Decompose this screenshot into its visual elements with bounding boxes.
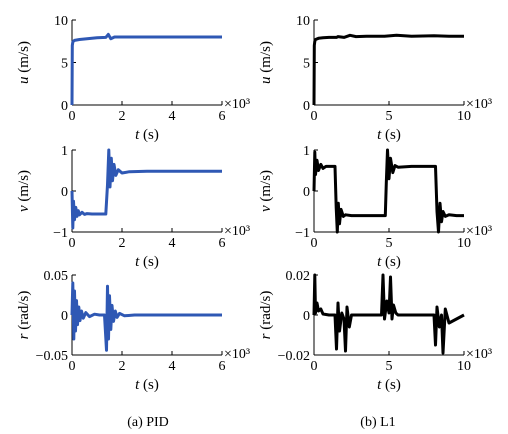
series-line (312, 273, 465, 355)
y-tick-label: −0.05 (36, 349, 68, 364)
x-multiplier-label: ×10³ (224, 347, 250, 362)
y-axis-unit: (m/s) (258, 41, 274, 76)
x-tick-label: 6 (219, 109, 226, 124)
y-axis-unit: (m/s) (16, 41, 32, 76)
y-tick-label: −1 (53, 226, 68, 241)
x-axis-label: t (s) (377, 377, 401, 393)
y-axis-unit: (rad/s) (258, 291, 274, 334)
x-axis-var: t (135, 254, 140, 270)
y-tick-label: 0 (61, 99, 68, 114)
y-axis-label: r (rad/s) (258, 291, 274, 340)
y-axis-label: v (m/s) (258, 170, 274, 212)
series-line (312, 148, 464, 234)
x-tick-label: 0 (311, 236, 318, 251)
x-axis-unit: (s) (139, 377, 159, 393)
x-tick-label: 0 (69, 359, 76, 374)
x-tick-label: 0 (311, 109, 318, 124)
x-multiplier-label: ×10³ (466, 97, 492, 112)
x-tick-label: 2 (119, 236, 126, 251)
x-tick-label: 5 (386, 359, 393, 374)
series-line (70, 32, 222, 106)
y-axis-var: u (258, 76, 274, 84)
x-axis-unit: (s) (139, 127, 159, 143)
x-multiplier-label: ×10³ (466, 347, 492, 362)
caption-left: (a) PID (127, 415, 169, 430)
y-axis-label: v (m/s) (16, 170, 32, 212)
x-axis-label: t (s) (135, 127, 159, 143)
x-axis-label: t (s) (377, 127, 401, 143)
y-axis-unit: (m/s) (16, 170, 32, 205)
y-axis-unit: (m/s) (258, 170, 274, 205)
y-tick-label: 10 (296, 14, 310, 29)
x-tick-label: 10 (457, 236, 471, 251)
x-tick-label: 4 (169, 359, 176, 374)
x-tick-label: 6 (219, 236, 226, 251)
y-tick-label: 0 (61, 309, 68, 324)
series-line (70, 281, 222, 352)
y-axis-var: u (16, 76, 32, 84)
x-tick-label: 2 (119, 359, 126, 374)
x-tick-label: 0 (311, 359, 318, 374)
y-tick-label: 0 (61, 185, 68, 200)
x-axis-label: t (s) (135, 254, 159, 270)
y-tick-label: −0.02 (278, 349, 310, 364)
y-axis-var: r (258, 333, 274, 339)
y-tick-label: 0.02 (286, 269, 311, 284)
y-axis-label: u (m/s) (258, 41, 274, 84)
y-axis-var: v (16, 205, 32, 212)
y-tick-label: 10 (54, 14, 68, 29)
x-axis-unit: (s) (139, 254, 159, 270)
y-tick-label: 0 (303, 99, 310, 114)
y-axis-var: v (258, 205, 274, 212)
x-tick-label: 10 (457, 109, 471, 124)
panel-pid-u: 0 2 4 6 0 5 10 ×10³ t (s) u (m/s) (16, 14, 250, 143)
x-axis-unit: (s) (381, 127, 401, 143)
y-tick-label: 1 (61, 144, 68, 159)
x-tick-label: 5 (386, 109, 393, 124)
y-axis-var: r (16, 333, 32, 339)
y-tick-label: 0 (303, 185, 310, 200)
y-axis-label: r (rad/s) (16, 291, 32, 340)
series-line (312, 33, 464, 106)
y-axis-unit: (rad/s) (16, 291, 32, 334)
y-tick-label: 5 (61, 57, 68, 72)
y-tick-label: 0 (303, 309, 310, 324)
x-axis-unit: (s) (381, 377, 401, 393)
caption-right: (b) L1 (360, 415, 395, 430)
x-multiplier-label: ×10³ (224, 97, 250, 112)
series-line (70, 148, 222, 230)
x-tick-label: 0 (69, 236, 76, 251)
y-axis-label: u (m/s) (16, 41, 32, 84)
x-tick-label: 4 (169, 109, 176, 124)
x-axis-label: t (s) (377, 254, 401, 270)
x-tick-label: 2 (119, 109, 126, 124)
x-tick-label: 5 (386, 236, 393, 251)
y-tick-label: −1 (295, 226, 310, 241)
x-axis-label: t (s) (135, 377, 159, 393)
x-axis-var: t (377, 377, 382, 393)
y-tick-label: 0.05 (44, 269, 69, 284)
x-tick-label: 0 (69, 109, 76, 124)
y-tick-label: 5 (303, 57, 310, 72)
x-tick-label: 4 (169, 236, 176, 251)
x-axis-var: t (135, 377, 140, 393)
y-tick-label: 1 (303, 144, 310, 159)
x-multiplier-label: ×10³ (224, 224, 250, 239)
x-axis-var: t (377, 254, 382, 270)
x-axis-var: t (135, 127, 140, 143)
x-tick-label: 10 (457, 359, 471, 374)
x-tick-label: 6 (219, 359, 226, 374)
x-axis-var: t (377, 127, 382, 143)
x-axis-unit: (s) (381, 254, 401, 270)
x-multiplier-label: ×10³ (466, 224, 492, 239)
